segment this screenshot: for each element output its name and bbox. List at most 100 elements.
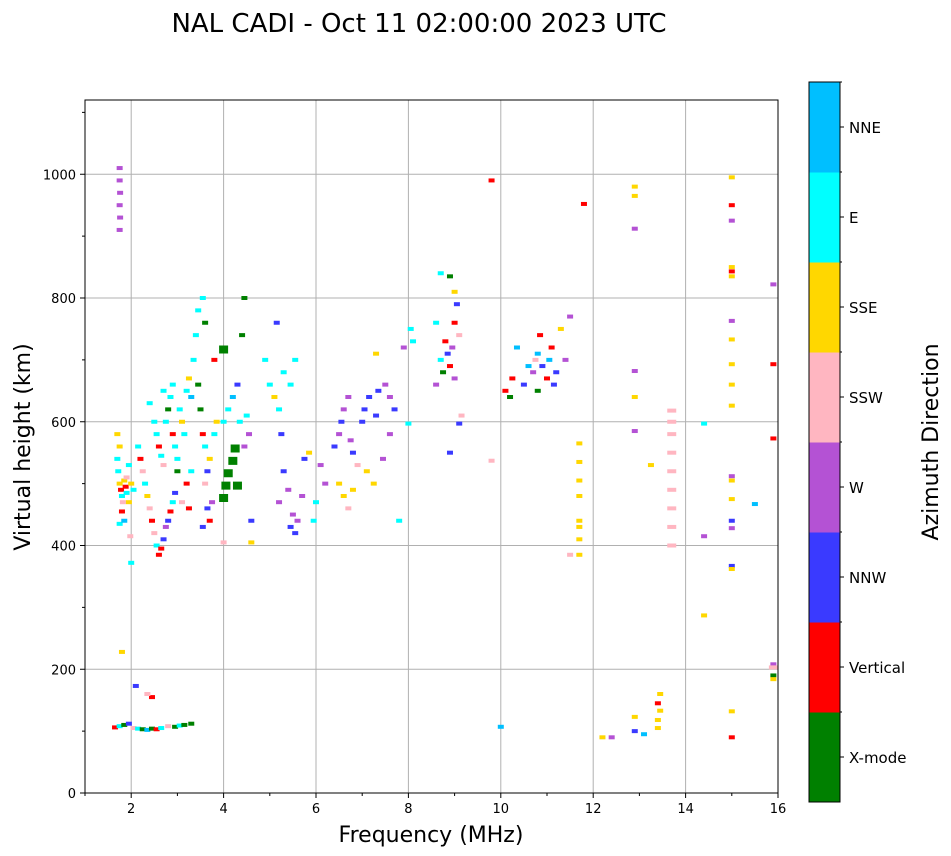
data-point-sse (373, 351, 380, 356)
data-point-ssw (667, 506, 677, 511)
data-point-vertical (148, 518, 155, 523)
data-point-sse (114, 432, 121, 437)
data-point-nnw (453, 302, 460, 307)
data-point-vertical (183, 481, 190, 486)
data-point-vertical (548, 345, 555, 350)
data-point-e (116, 521, 123, 526)
plot-frame (84, 99, 779, 794)
data-point-nne (188, 395, 195, 399)
data-point-e (128, 560, 135, 565)
data-point-nne (525, 364, 532, 369)
data-point-x-mode (221, 481, 231, 490)
data-point-nne (513, 345, 520, 350)
data-point-e (183, 388, 190, 393)
data-point-nnw (160, 537, 167, 542)
data-point-nnw (728, 518, 735, 523)
data-point-e (118, 494, 125, 498)
data-point-sse (340, 494, 347, 498)
data-point-nnw (278, 432, 285, 437)
data-point-w (400, 345, 407, 350)
data-point-nne (121, 518, 128, 523)
data-point-e (158, 726, 165, 731)
data-point-e (701, 421, 708, 426)
data-point-nnw (520, 382, 527, 387)
data-point-e (123, 490, 130, 495)
data-point-sse (576, 552, 583, 557)
data-point-sse (576, 518, 583, 523)
data-point-nne (144, 727, 151, 732)
data-point-e (169, 382, 176, 387)
data-point-w (117, 190, 124, 195)
data-point-sse (213, 419, 220, 424)
data-point-nnw (287, 524, 294, 529)
data-point-nnw (273, 320, 280, 325)
data-point-ssw (179, 500, 186, 505)
data-point-w (382, 382, 389, 387)
data-point-vertical (442, 339, 449, 344)
data-point-x-mode (239, 333, 246, 338)
data-point-e (174, 456, 181, 461)
data-point-sse (599, 735, 606, 740)
data-point-nnw (204, 506, 211, 511)
data-point-w (162, 524, 169, 529)
y-tick-label: 400 (51, 540, 76, 555)
data-point-x-mode (770, 673, 777, 678)
data-point-nnw (172, 490, 179, 495)
colorbar-label-vertical: Vertical (849, 659, 905, 677)
data-point-sse (701, 613, 708, 618)
data-point-e (153, 432, 160, 437)
data-point-w (451, 376, 458, 381)
data-point-nnw (361, 407, 368, 412)
data-point-e (160, 388, 167, 393)
data-point-ssw (160, 463, 167, 468)
data-point-e (125, 463, 132, 468)
data-point-e (202, 444, 209, 449)
colorbar-label-e: E (849, 209, 858, 227)
data-point-sse (728, 265, 735, 270)
data-point-e (195, 308, 202, 313)
data-point-x-mode (197, 407, 204, 412)
data-point-ssw (667, 432, 677, 437)
data-point-sse (631, 184, 638, 189)
data-point-ssw (119, 500, 126, 505)
data-point-ssw (567, 552, 574, 557)
data-point-e (280, 370, 287, 375)
data-point-ssw (139, 469, 146, 474)
data-point-x-mode (139, 727, 146, 732)
data-point-w (379, 456, 386, 461)
data-point-vertical (118, 509, 125, 514)
data-point-w (241, 444, 248, 449)
colorbar-label-x-mode: X-mode (849, 749, 906, 767)
data-point-sse (728, 709, 735, 714)
data-point-nnw (280, 469, 287, 474)
data-point-x-mode (228, 456, 238, 465)
x-axis-label: Frequency (MHz) (339, 823, 524, 848)
x-tick-label: 12 (585, 802, 602, 817)
colorbar-label-w: W (849, 479, 864, 497)
data-point-vertical (770, 436, 777, 441)
colorbar-segment (809, 622, 840, 713)
data-point-sse (576, 478, 583, 483)
data-point-w (728, 218, 735, 223)
data-point-vertical (112, 725, 119, 730)
data-point-w (770, 662, 777, 667)
data-point-x-mode (172, 724, 179, 729)
data-point-ssw (123, 475, 130, 480)
data-point-vertical (167, 509, 174, 514)
data-point-sse (185, 376, 192, 381)
data-point-vertical (118, 487, 125, 492)
colorbar-segment (809, 532, 840, 623)
data-point-e (211, 432, 218, 437)
data-point-x-mode (219, 494, 229, 502)
colorbar-frame (808, 81, 841, 803)
data-point-x-mode (440, 370, 447, 375)
data-point-w (336, 432, 343, 437)
data-point-x-mode (223, 469, 233, 478)
x-tick-label: 6 (312, 802, 320, 817)
data-point-e (169, 500, 176, 505)
data-point-vertical (728, 735, 735, 740)
colorbar-segment (809, 352, 840, 443)
data-point-e (437, 357, 444, 362)
data-point-x-mode (181, 722, 188, 727)
data-point-w (386, 432, 393, 437)
